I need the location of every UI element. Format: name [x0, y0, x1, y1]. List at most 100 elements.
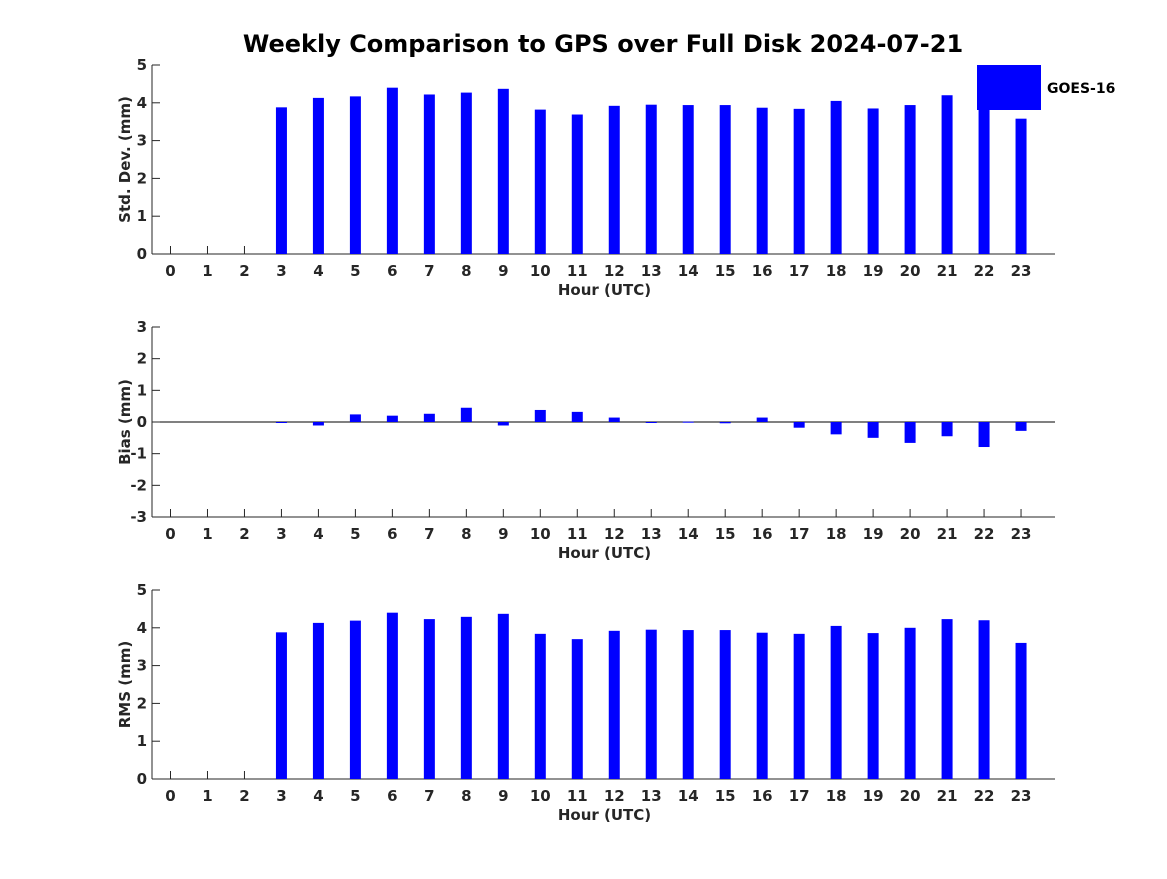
x-tick-label: 1 — [202, 525, 212, 543]
x-tick-label: 21 — [937, 787, 958, 805]
y-tick-label: 4 — [137, 619, 147, 637]
bar-bias-hour-8 — [460, 407, 472, 422]
x-tick-label: 6 — [387, 787, 397, 805]
x-tick-label: 10 — [530, 525, 551, 543]
bar-rms-hour-6 — [386, 612, 398, 779]
y-axis-label: RMS (mm) — [116, 641, 134, 728]
x-tick-label: 2 — [239, 525, 249, 543]
x-tick-label: 22 — [974, 262, 995, 280]
bar-bias-hour-12 — [608, 417, 620, 422]
bar-stddev-hour-14 — [682, 105, 694, 255]
y-tick-label: 3 — [137, 657, 147, 675]
y-tick-label: 4 — [137, 94, 147, 112]
bar-bias-hour-9 — [497, 422, 509, 426]
x-tick-label: 2 — [239, 787, 249, 805]
x-tick-label: 8 — [461, 787, 471, 805]
x-tick-label: 11 — [567, 787, 588, 805]
legend-label: GOES-16 — [1047, 81, 1115, 97]
y-tick-label: 5 — [137, 56, 147, 74]
bar-rms-hour-16 — [756, 632, 768, 779]
x-tick-label: 14 — [678, 525, 699, 543]
x-tick-label: 3 — [276, 525, 286, 543]
bar-rms-hour-3 — [275, 632, 287, 779]
x-tick-label: 23 — [1011, 262, 1032, 280]
x-tick-label: 21 — [937, 262, 958, 280]
bar-rms-hour-8 — [460, 616, 472, 779]
x-tick-label: 1 — [202, 787, 212, 805]
bar-stddev-hour-5 — [349, 96, 361, 255]
x-tick-label: 9 — [498, 525, 508, 543]
x-tick-label: 9 — [498, 262, 508, 280]
bar-stddev-hour-21 — [941, 95, 953, 255]
y-tick-label: 3 — [137, 318, 147, 336]
bar-rms-hour-22 — [978, 620, 990, 779]
bar-rms-hour-12 — [608, 630, 620, 779]
x-tick-label: 22 — [974, 525, 995, 543]
legend-swatch — [977, 65, 1041, 110]
bar-bias-hour-7 — [423, 413, 435, 422]
bar-rms-hour-14 — [682, 630, 694, 779]
x-tick-label: 0 — [165, 525, 175, 543]
bar-rms-hour-23 — [1015, 642, 1027, 779]
x-tick-label: 13 — [641, 525, 662, 543]
bar-bias-hour-16 — [756, 417, 768, 422]
bar-stddev-hour-20 — [904, 105, 916, 255]
bar-bias-hour-15 — [719, 422, 731, 424]
bar-stddev-hour-16 — [756, 107, 768, 255]
x-tick-label: 6 — [387, 525, 397, 543]
bar-rms-hour-17 — [793, 633, 805, 779]
bar-bias-hour-21 — [941, 422, 953, 437]
x-tick-label: 9 — [498, 787, 508, 805]
bar-stddev-hour-10 — [534, 109, 546, 254]
bar-rms-hour-5 — [349, 620, 361, 779]
y-tick-label: -2 — [130, 476, 147, 494]
bar-rms-hour-18 — [830, 625, 842, 779]
x-tick-label: 7 — [424, 787, 434, 805]
bar-rms-hour-13 — [645, 629, 657, 779]
bar-bias-hour-13 — [645, 422, 657, 423]
bar-stddev-hour-17 — [793, 108, 805, 255]
x-tick-label: 12 — [604, 787, 625, 805]
bar-stddev-hour-23 — [1015, 118, 1027, 255]
bar-bias-hour-18 — [830, 422, 842, 435]
bar-rms-hour-20 — [904, 627, 916, 779]
x-tick-label: 2 — [239, 262, 249, 280]
bar-stddev-hour-13 — [645, 104, 657, 254]
y-tick-label: 2 — [137, 350, 147, 368]
bar-rms-hour-21 — [941, 619, 953, 779]
x-tick-label: 16 — [752, 262, 773, 280]
bar-bias-hour-19 — [867, 422, 879, 438]
bar-stddev-hour-22 — [978, 108, 990, 254]
x-tick-label: 12 — [604, 525, 625, 543]
x-tick-label: 17 — [789, 787, 810, 805]
bar-bias-hour-4 — [312, 422, 324, 426]
x-tick-label: 22 — [974, 787, 995, 805]
bar-bias-hour-3 — [275, 422, 287, 423]
x-axis-label: Hour (UTC) — [558, 544, 651, 562]
bar-rms-hour-19 — [867, 633, 879, 779]
bar-stddev-hour-18 — [830, 100, 842, 254]
x-tick-label: 21 — [937, 525, 958, 543]
x-tick-label: 0 — [165, 262, 175, 280]
y-tick-label: 1 — [137, 381, 147, 399]
bar-rms-hour-15 — [719, 630, 731, 779]
x-axis-label: Hour (UTC) — [558, 806, 651, 824]
x-tick-label: 7 — [424, 525, 434, 543]
x-tick-label: 13 — [641, 262, 662, 280]
bar-rms-hour-4 — [312, 622, 324, 779]
x-tick-label: 12 — [604, 262, 625, 280]
x-tick-label: 17 — [789, 525, 810, 543]
x-tick-label: 4 — [313, 787, 323, 805]
x-tick-label: 16 — [752, 787, 773, 805]
bar-bias-hour-11 — [571, 411, 583, 422]
x-tick-label: 5 — [350, 262, 360, 280]
x-tick-label: 4 — [313, 262, 323, 280]
y-tick-label: 1 — [137, 207, 147, 225]
bar-stddev-hour-15 — [719, 105, 731, 255]
bar-bias-hour-22 — [978, 422, 990, 448]
x-tick-label: 14 — [678, 262, 699, 280]
y-axis-label: Std. Dev. (mm) — [116, 96, 134, 223]
bar-rms-hour-7 — [423, 619, 435, 779]
